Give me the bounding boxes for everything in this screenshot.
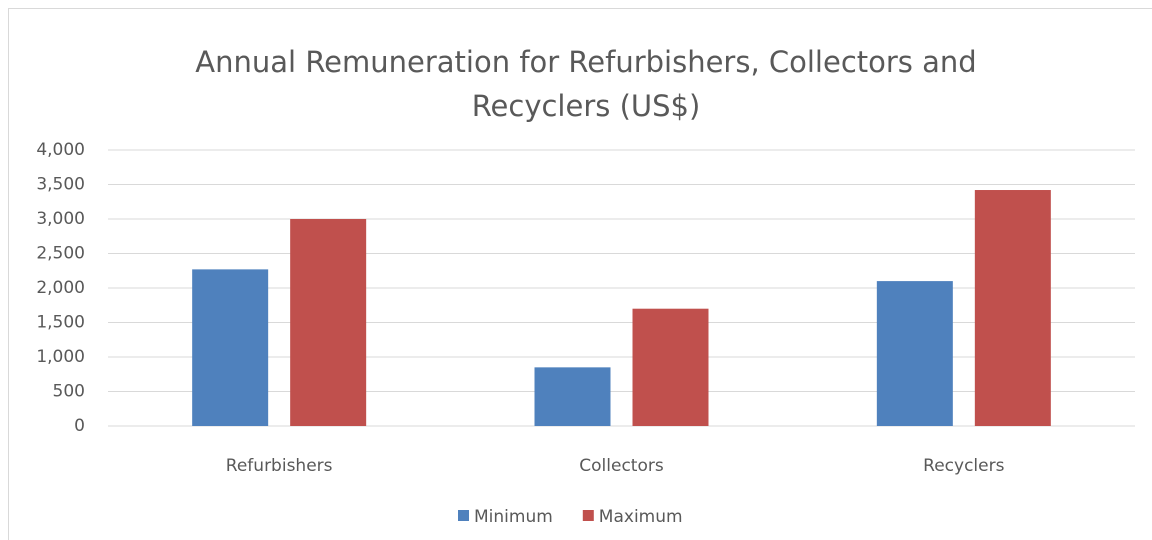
y-tick-label: 2,000 <box>36 278 85 298</box>
bar <box>974 190 1051 426</box>
bar <box>534 367 611 426</box>
x-tick-label: Refurbishers <box>226 456 333 476</box>
legend-label: Minimum <box>474 507 553 527</box>
y-tick-label: 3,500 <box>36 175 85 195</box>
legend-swatch <box>582 510 594 521</box>
legend-label: Maximum <box>599 507 683 527</box>
y-tick-label: 500 <box>53 382 85 402</box>
y-tick-label: 3,000 <box>36 209 85 229</box>
bar <box>632 308 709 426</box>
bar <box>876 281 953 426</box>
y-tick-label: 2,500 <box>36 244 85 264</box>
y-tick-label: 1,000 <box>36 347 85 367</box>
y-tick-label: 0 <box>74 416 85 436</box>
legend-swatch <box>458 510 469 521</box>
x-tick-label: Recyclers <box>923 456 1004 476</box>
chart-title: Annual Remuneration for Refurbishers, Co… <box>195 45 977 123</box>
bar <box>290 219 367 426</box>
chart-frame <box>8 8 1152 540</box>
bar <box>192 269 269 426</box>
y-tick-label: 4,000 <box>36 140 85 160</box>
x-tick-label: Collectors <box>579 456 664 476</box>
y-tick-label: 1,500 <box>36 313 85 333</box>
